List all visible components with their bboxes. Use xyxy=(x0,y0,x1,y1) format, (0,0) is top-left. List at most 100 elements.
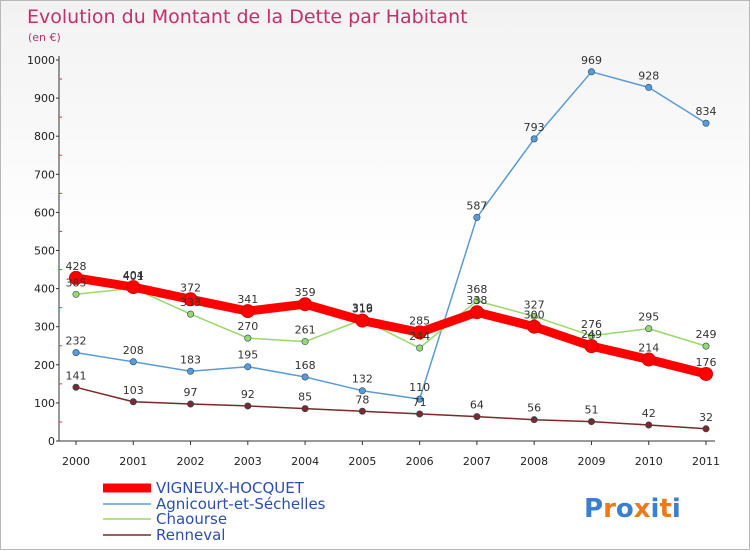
data-point xyxy=(530,312,538,320)
data-label: 385 xyxy=(66,276,87,289)
x-tick-label: 2011 xyxy=(692,455,720,468)
data-label: 359 xyxy=(295,286,316,299)
logo-letter: P xyxy=(584,494,603,524)
x-tick-label: 2002 xyxy=(177,455,205,468)
data-label: 249 xyxy=(696,328,717,341)
data-label: 97 xyxy=(184,386,198,399)
x-tick-label: 2007 xyxy=(463,455,491,468)
logo-letter: o xyxy=(616,494,634,524)
data-label: 928 xyxy=(638,69,659,82)
series-layer xyxy=(69,68,713,433)
data-point xyxy=(645,421,653,429)
data-label: 404 xyxy=(123,269,144,282)
data-label: 285 xyxy=(409,314,430,327)
series-line-1 xyxy=(75,71,707,400)
data-label: 183 xyxy=(180,353,201,366)
y-tick-label: 600 xyxy=(34,206,55,219)
data-point xyxy=(69,270,83,285)
x-tick-label: 2004 xyxy=(291,455,319,468)
legend: VIGNEUX-HOCQUETAgnicourt-et-SéchellesCha… xyxy=(103,479,326,544)
logo-letter: t xyxy=(659,494,671,524)
data-label: 249 xyxy=(581,328,602,341)
data-label: 71 xyxy=(413,396,427,409)
data-label: 244 xyxy=(409,330,430,343)
data-label: 92 xyxy=(241,388,255,401)
data-label: 276 xyxy=(581,318,602,331)
data-label: 64 xyxy=(470,399,484,412)
data-point xyxy=(530,135,538,143)
data-point xyxy=(645,83,653,91)
data-point xyxy=(187,400,195,408)
y-tick-label: 100 xyxy=(34,397,55,410)
data-label: 316 xyxy=(352,303,373,316)
y-tick-label: 200 xyxy=(34,359,55,372)
data-point xyxy=(645,325,653,333)
data-point xyxy=(473,413,481,421)
data-point xyxy=(641,352,656,367)
data-point xyxy=(72,290,80,298)
data-point xyxy=(702,342,710,350)
data-point xyxy=(527,319,542,334)
data-point xyxy=(301,338,309,346)
data-point xyxy=(358,387,366,395)
x-tick-label: 2008 xyxy=(520,455,548,468)
data-label: 341 xyxy=(237,293,258,306)
data-label: 333 xyxy=(180,296,201,309)
legend-label: Agnicourt-et-Séchelles xyxy=(156,495,326,513)
data-label: 176 xyxy=(696,356,717,369)
y-tick-label: 1000 xyxy=(27,54,55,67)
data-point xyxy=(187,367,195,375)
data-point xyxy=(469,305,484,320)
data-label: 969 xyxy=(581,54,602,67)
chart-title: Evolution du Montant de la Dette par Hab… xyxy=(27,6,468,28)
data-label: 270 xyxy=(237,320,258,333)
axes: 0 100 200 300 400 500 600 700 800 900 1000 2000 2001… xyxy=(27,54,720,468)
data-point xyxy=(416,410,424,418)
legend-label: Renneval xyxy=(156,526,225,544)
data-label: 214 xyxy=(638,341,659,354)
x-tick-label: 2005 xyxy=(348,455,376,468)
data-point xyxy=(358,407,366,415)
data-label: 319 xyxy=(352,301,373,314)
data-point xyxy=(473,297,481,305)
data-point xyxy=(301,405,309,413)
y-tick-label: 0 xyxy=(48,435,55,448)
logo-letter: i xyxy=(672,494,681,524)
data-point xyxy=(587,332,595,340)
data-label: 327 xyxy=(524,298,545,311)
data-label: 78 xyxy=(355,393,369,406)
chart-subtitle: (en €) xyxy=(28,31,61,44)
data-label: 295 xyxy=(638,311,659,324)
data-label: 587 xyxy=(466,199,487,212)
x-tick-label: 2003 xyxy=(234,455,262,468)
data-label: 110 xyxy=(409,381,430,394)
x-tick-label: 2010 xyxy=(635,455,663,468)
data-point xyxy=(72,383,80,391)
data-label: 261 xyxy=(295,324,316,337)
data-label: 372 xyxy=(180,281,201,294)
y-tick-label: 900 xyxy=(34,92,55,105)
data-point xyxy=(587,418,595,426)
x-tick-label: 2009 xyxy=(577,455,605,468)
data-label: 793 xyxy=(524,121,545,134)
data-point xyxy=(416,395,424,403)
data-point xyxy=(129,398,137,406)
data-point xyxy=(240,304,255,319)
x-tick-label: 2006 xyxy=(406,455,434,468)
data-label: 208 xyxy=(123,344,144,357)
data-label: 103 xyxy=(123,384,144,397)
series-line-3 xyxy=(75,386,707,430)
y-tick-label: 700 xyxy=(34,168,55,181)
data-point xyxy=(699,366,713,381)
series-line-0 xyxy=(71,273,711,379)
data-point xyxy=(702,119,710,127)
data-label: 428 xyxy=(66,260,87,273)
data-point xyxy=(702,425,710,433)
logo-letter: x xyxy=(634,494,651,524)
data-point xyxy=(72,349,80,357)
data-point xyxy=(244,402,252,410)
data-point xyxy=(298,297,313,312)
data-point xyxy=(530,416,538,424)
data-label: 168 xyxy=(295,359,316,372)
